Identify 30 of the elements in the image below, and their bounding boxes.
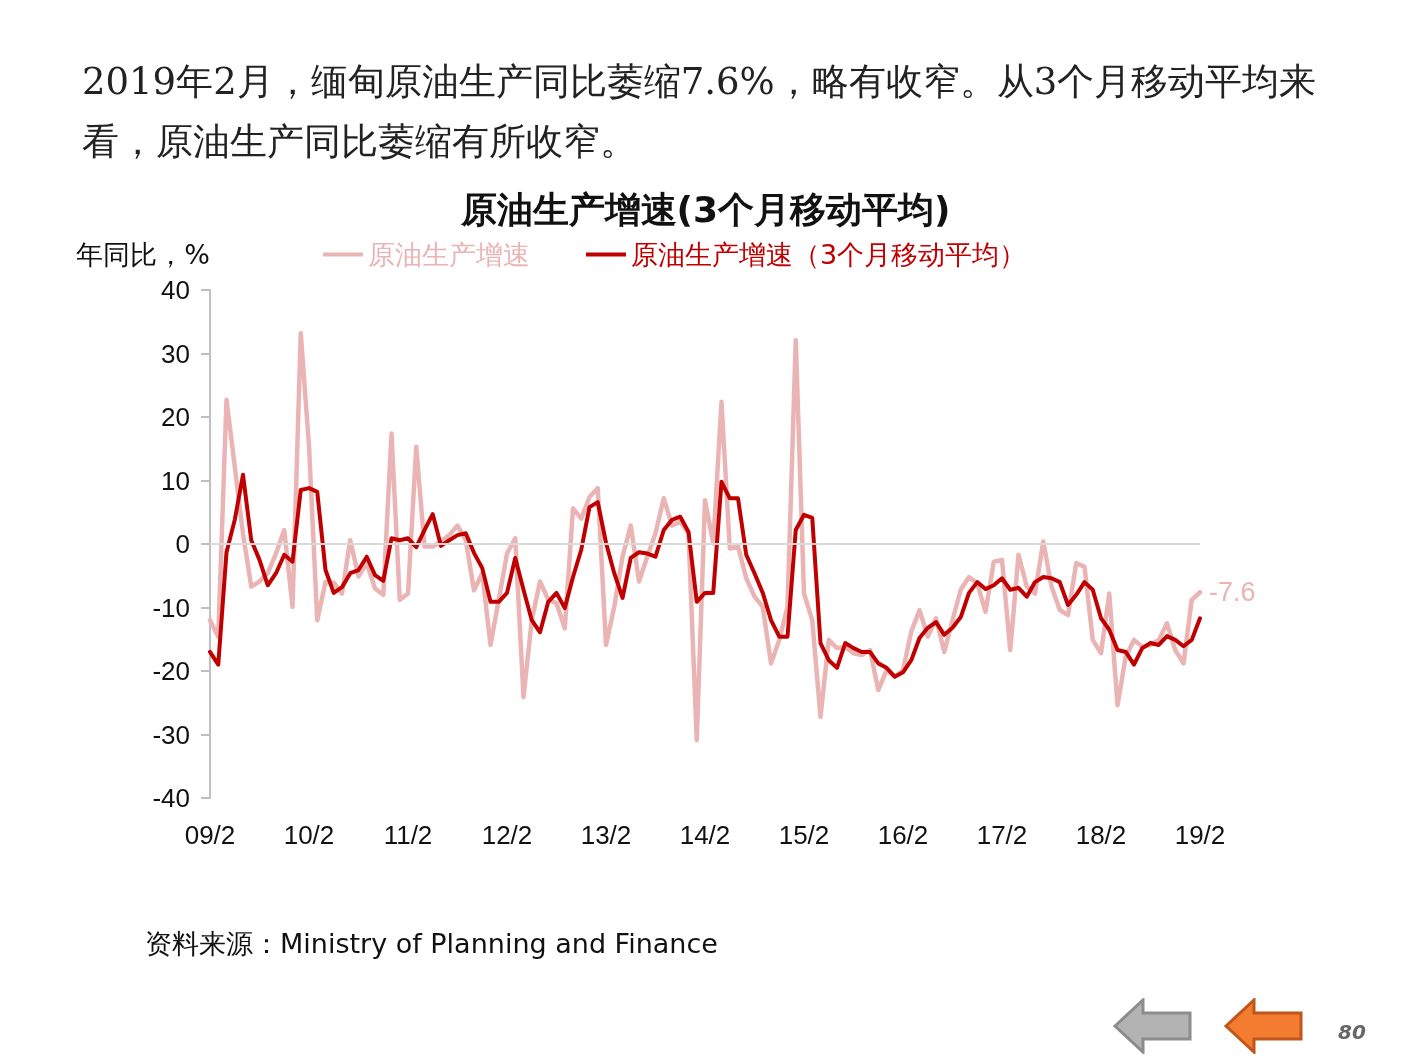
x-tick-label: 18/2	[1075, 820, 1127, 850]
y-tick-label: -30	[152, 719, 190, 750]
x-tick-label: 13/2	[580, 820, 632, 850]
y-tick-label: 10	[161, 465, 190, 496]
y-tick-label: -10	[152, 592, 190, 623]
text: 80	[1338, 1020, 1366, 1044]
y-tick-label: 0	[175, 529, 190, 559]
data-label: -7.6	[1209, 577, 1256, 608]
legend-label: 原油生产增速	[368, 239, 530, 270]
line-series	[207, 330, 1203, 743]
y-axis-title: 年同比，%	[76, 239, 210, 270]
y-tick-label: 20	[161, 402, 190, 432]
y-tick-label: -40	[152, 783, 190, 813]
x-tick-label: 12/2	[481, 820, 533, 850]
x-tick-label: 15/2	[778, 820, 830, 850]
line-series	[208, 472, 1202, 679]
y-tick-label: -20	[152, 656, 190, 686]
legend-label: 原油生产增速（3个月移动平均）	[631, 239, 1027, 270]
chart-subtitle: 2019年2月，缅甸原油生产同比萎缩7.6%，略有收窄。从3个月移动平均来看，原油生产同比萎缩有所收窄。	[82, 59, 1318, 165]
x-tick-label: 10/2	[283, 820, 335, 850]
x-tick-label: 09/2	[184, 820, 236, 850]
x-tick-label: 11/2	[383, 820, 433, 850]
y-tick-label: 30	[161, 338, 190, 369]
x-tick-label: 19/2	[1174, 820, 1226, 850]
y-tick-label: 40	[161, 275, 190, 305]
x-tick-label: 17/2	[976, 820, 1028, 850]
x-tick-label: 14/2	[679, 820, 731, 850]
chart-title: 原油生产增速(3个月移动平均)	[459, 188, 951, 230]
text: 资料来源：Ministry of Planning and Finance	[145, 927, 718, 961]
x-tick-label: 16/2	[877, 820, 929, 850]
